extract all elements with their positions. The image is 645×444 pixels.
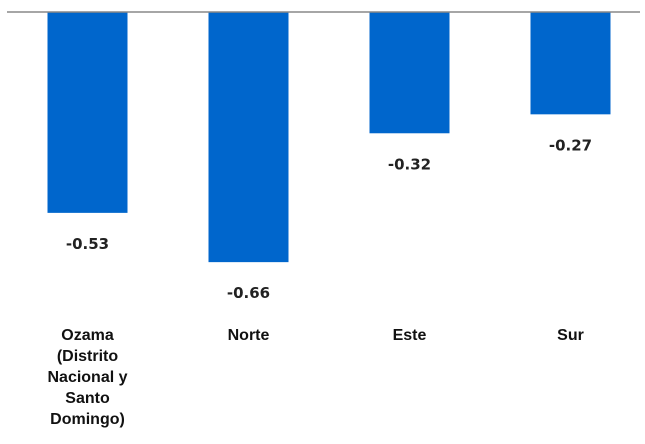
bar-4	[530, 12, 611, 115]
data-label-4: -0.27	[549, 136, 592, 154]
category-label-1: Ozama (Distrito Nacional y Santo Domingo)	[47, 327, 127, 428]
data-label-2: -0.66	[227, 284, 270, 302]
category-label-line: Santo	[65, 390, 110, 407]
bars-group	[47, 12, 611, 263]
data-label-3: -0.32	[388, 155, 431, 173]
bar-3	[369, 12, 450, 134]
category-label-line: Este	[393, 327, 427, 344]
bar-1	[47, 12, 128, 213]
category-label-line: Sur	[557, 327, 584, 344]
category-label-2: Norte	[228, 327, 270, 344]
category-label-line: (Distrito	[57, 348, 119, 365]
category-label-3: Este	[393, 327, 427, 344]
category-label-line: Norte	[228, 327, 270, 344]
category-label-line: Domingo)	[50, 411, 125, 428]
value-labels-group: -0.53 -0.66 -0.32 -0.27	[66, 136, 592, 302]
bar-2	[208, 12, 289, 263]
category-labels-group: Ozama (Distrito Nacional y Santo Domingo) Nor…	[47, 327, 583, 428]
data-label-1: -0.53	[66, 235, 109, 253]
category-label-line: Nacional y	[47, 369, 127, 386]
category-label-line: Ozama	[61, 327, 114, 344]
category-label-4: Sur	[557, 327, 584, 344]
